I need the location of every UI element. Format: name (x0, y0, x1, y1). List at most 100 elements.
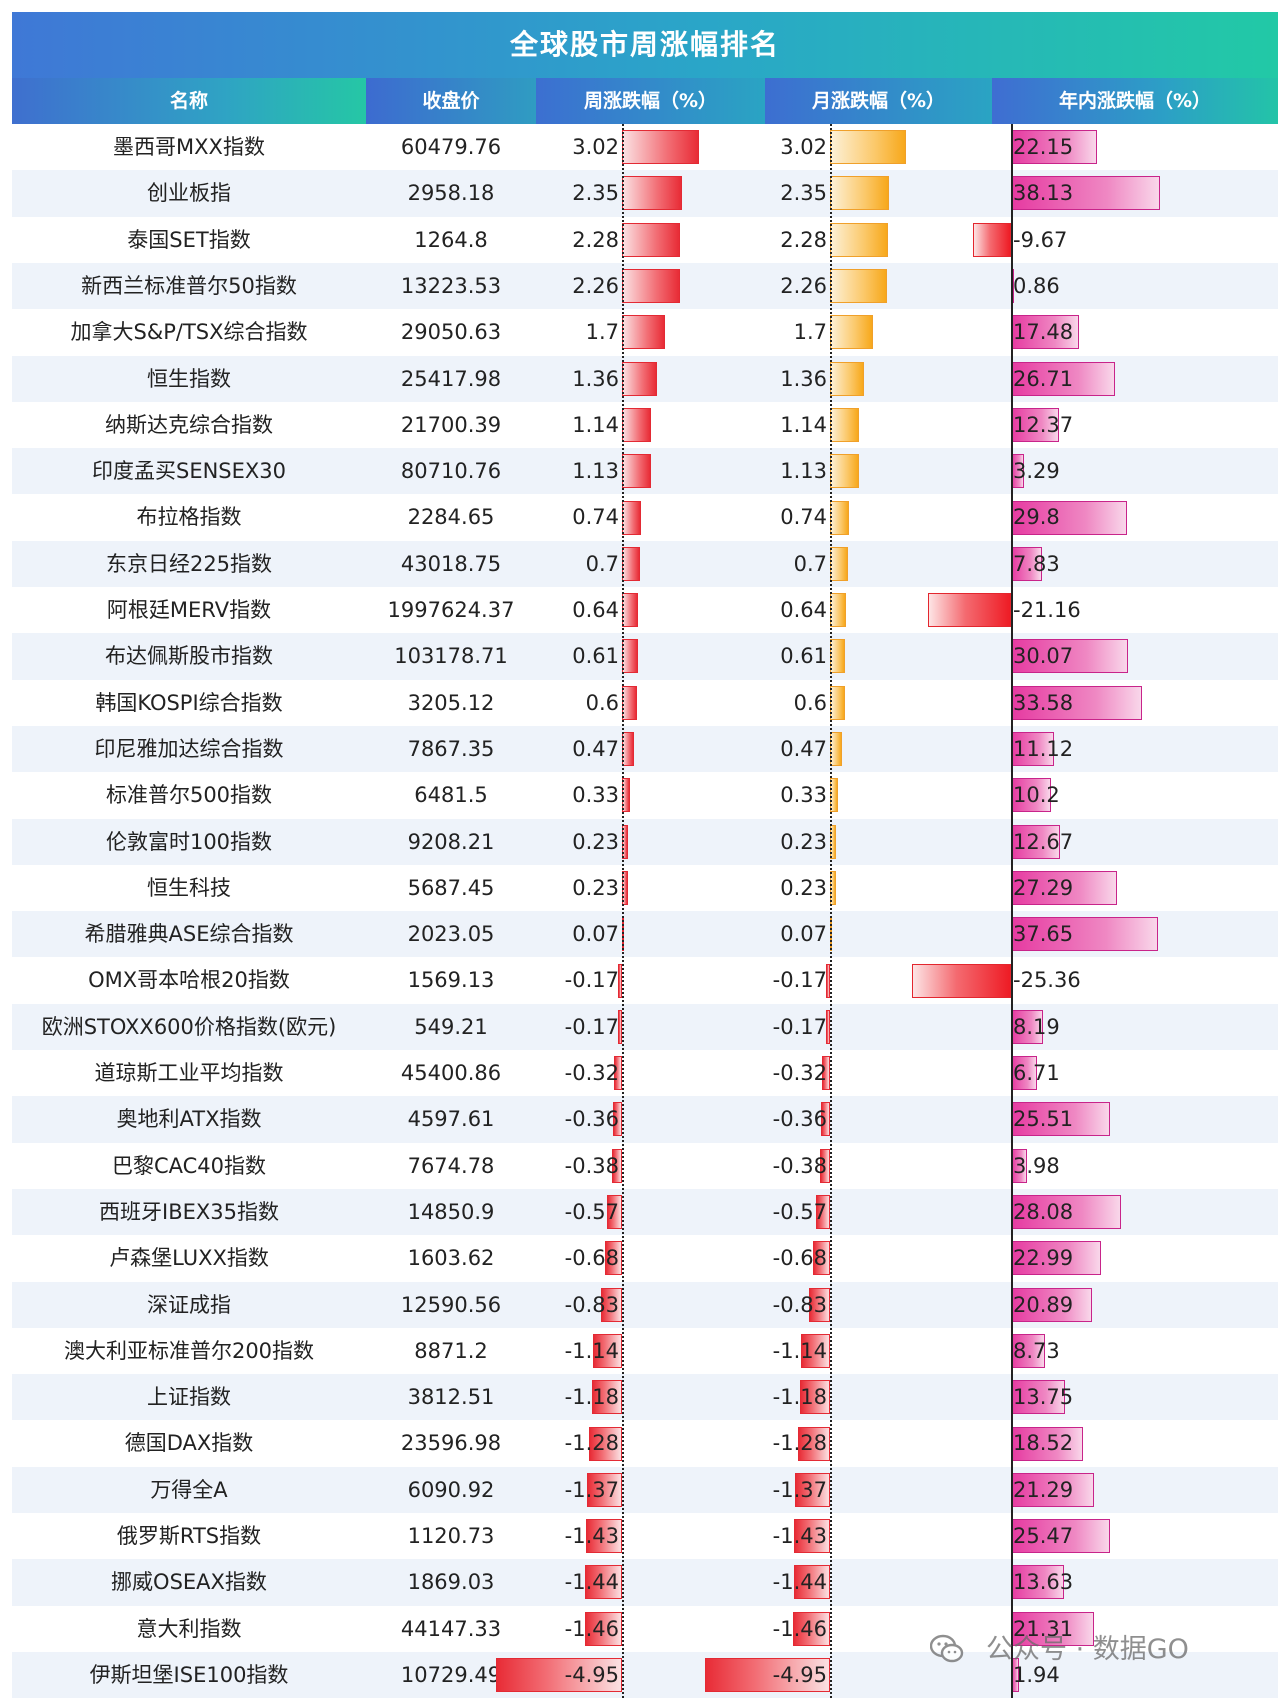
monthly-value: 1.13 (780, 459, 827, 484)
ytd-value: 3.29 (1013, 459, 1060, 484)
weekly-bar (617, 963, 622, 998)
index-name: 欧洲STOXX600价格指数(欧元) (41, 1014, 337, 1039)
ytd-value: 21.31 (1013, 1616, 1074, 1641)
weekly-value: -4.95 (564, 1662, 619, 1687)
close-price: 9208.21 (407, 829, 495, 854)
ytd-value: 18.52 (1013, 1431, 1074, 1456)
weekly-value: -0.83 (564, 1292, 619, 1317)
weekly-value: -1.43 (564, 1524, 619, 1548)
ytd-value: 3.98 (1013, 1153, 1060, 1178)
index-name: 德国DAX指数 (124, 1431, 254, 1456)
ytd-value: 21.29 (1013, 1477, 1074, 1502)
monthly-value: -0.17 (772, 968, 827, 993)
table-row: 恒生指数 25417.98 1.36 1.36 26.71 (12, 355, 1278, 402)
close-price: 2958.18 (407, 181, 495, 206)
weekly-bar (591, 1380, 622, 1415)
table-row: 纳斯达克综合指数 21700.39 1.14 1.14 12.37 (12, 402, 1278, 448)
monthly-value: 0.74 (780, 505, 827, 530)
weekly-bar (622, 546, 640, 581)
index-name: 奥地利ATX指数 (116, 1107, 262, 1132)
table-row: 道琼斯工业平均指数 45400.86 -0.32 -0.32 6.71 (12, 1050, 1278, 1096)
weekly-value: 0.64 (572, 598, 619, 622)
index-name: 伊斯坦堡ISE100指数 (89, 1662, 289, 1687)
monthly-value: -1.18 (772, 1385, 827, 1410)
weekly-bar (585, 1565, 622, 1600)
close-price: 14850.9 (407, 1199, 495, 1224)
weekly-bar (613, 1056, 622, 1091)
weekly-value: -0.68 (564, 1246, 619, 1271)
monthly-bar (830, 361, 865, 396)
weekly-bar (622, 685, 638, 720)
index-name: 新西兰标准普尔50指数 (81, 273, 297, 298)
monthly-value: -0.17 (772, 1014, 827, 1039)
ytd-bar (1011, 1102, 1111, 1137)
monthly-value: -0.68 (772, 1246, 827, 1271)
weekly-value: -0.36 (564, 1107, 619, 1132)
ytd-bar (1011, 407, 1060, 442)
ytd-value: 22.15 (1013, 135, 1074, 159)
close-price: 29050.63 (400, 320, 502, 345)
monthly-bar (830, 454, 859, 489)
monthly-bar (830, 639, 846, 674)
ytd-bar (1011, 176, 1160, 211)
close-price: 23596.98 (400, 1431, 502, 1456)
table-row: 深证成指 12590.56 -0.83 -0.83 20.89 (12, 1281, 1278, 1328)
table-row: 上证指数 3812.51 -1.18 -1.18 13.75 (12, 1374, 1278, 1421)
index-name: 伦敦富时100指数 (105, 829, 273, 854)
weekly-value: 1.7 (585, 320, 619, 345)
weekly-value: -0.17 (564, 1014, 619, 1039)
monthly-bar (801, 1333, 830, 1368)
table-row: 巴黎CAC40指数 7674.78 -0.38 -0.38 3.98 (12, 1143, 1278, 1189)
close-price: 4597.61 (407, 1107, 495, 1132)
index-name: 挪威OSEAX指数 (111, 1570, 267, 1595)
weekly-value: 0.23 (572, 875, 619, 900)
index-name: 创业板指 (147, 181, 231, 206)
monthly-bar (797, 1426, 830, 1461)
ytd-bar (973, 222, 1011, 257)
table-row: 万得全A 6090.92 -1.37 -1.37 21.29 (12, 1466, 1278, 1513)
table-row: OMX哥本哈根20指数 1569.13 -0.17 -0.17 -25.36 (12, 957, 1278, 1003)
weekly-bar (622, 269, 680, 304)
close-price: 8871.2 (414, 1338, 488, 1363)
monthly-bar (793, 1565, 830, 1600)
monthly-value: -1.28 (772, 1431, 827, 1456)
monthly-axis-line (830, 124, 832, 1699)
weekly-value: -0.57 (564, 1199, 619, 1224)
monthly-value: -0.57 (772, 1199, 827, 1224)
ytd-value: 27.29 (1013, 875, 1074, 900)
ytd-axis-line (1011, 124, 1013, 1699)
index-name: OMX哥本哈根20指数 (88, 968, 290, 993)
monthly-bar (820, 1102, 830, 1137)
monthly-value: -1.43 (772, 1524, 827, 1548)
table-row: 泰国SET指数 1264.8 2.28 2.28 -9.67 (12, 217, 1278, 263)
index-name: 俄罗斯RTS指数 (116, 1524, 262, 1548)
weekly-value: 0.6 (585, 690, 619, 715)
monthly-bar (830, 546, 848, 581)
ytd-value: 0.86 (1013, 273, 1060, 298)
ytd-bar (1011, 1472, 1095, 1507)
ytd-bar (1011, 1333, 1046, 1368)
index-name: 深证成指 (147, 1292, 231, 1317)
close-price: 7867.35 (407, 736, 495, 761)
table-row: 布达佩斯股市指数 103178.71 0.61 0.61 30.07 (12, 633, 1278, 680)
weekly-value: 0.33 (572, 783, 619, 808)
monthly-bar (793, 1519, 830, 1554)
ytd-bar (1011, 1009, 1043, 1044)
ytd-value: 37.65 (1013, 922, 1074, 947)
ytd-bar (928, 593, 1011, 628)
ytd-bar (1011, 1380, 1065, 1415)
index-name: 卢森堡LUXX指数 (109, 1246, 269, 1271)
ytd-value: 1.94 (1013, 1662, 1060, 1687)
table-row: 奥地利ATX指数 4597.61 -0.36 -0.36 25.51 (12, 1096, 1278, 1143)
weekly-bar (622, 639, 638, 674)
index-name: 标准普尔500指数 (105, 783, 273, 808)
column-header-name: 名称 (12, 78, 366, 124)
monthly-bar (812, 1241, 830, 1276)
monthly-bar (704, 1658, 830, 1693)
monthly-value: 0.07 (780, 922, 827, 947)
weekly-value: 2.28 (572, 227, 619, 252)
index-name: 墨西哥MXX指数 (113, 135, 265, 159)
close-price: 13223.53 (400, 273, 502, 298)
monthly-value: 2.26 (780, 273, 827, 298)
weekly-value: -0.38 (564, 1153, 619, 1178)
